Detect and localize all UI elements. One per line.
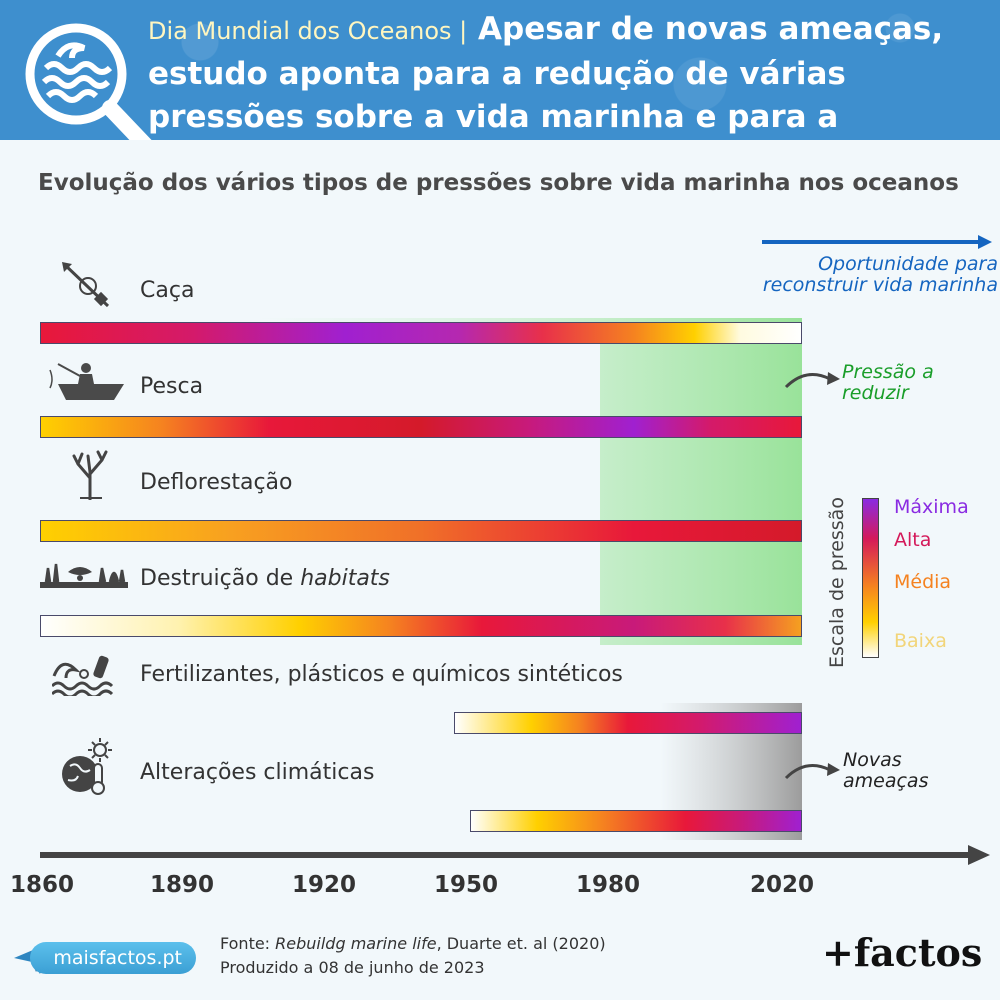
scale-title: Escala de pressão — [826, 497, 848, 668]
row-label-pesca: Pesca — [140, 374, 204, 399]
dead-tree-icon — [72, 450, 108, 500]
brand-logo: +factos — [822, 930, 983, 975]
site-link[interactable]: maisfactos.pt — [30, 942, 196, 974]
pressure-scale-bar — [862, 498, 879, 658]
headline-text: Apesar de novas ameaças, estudo aponta p… — [148, 11, 944, 135]
scale-level-alta: Alta — [894, 529, 932, 551]
tick-1950: 1950 — [434, 872, 499, 898]
note-reducing: Pressão a reduzir — [842, 361, 934, 404]
tick-1980: 1980 — [576, 872, 641, 898]
row-label-habitats: Destruição de habitats — [140, 566, 390, 591]
bar-deflorestacao — [40, 520, 802, 542]
bar-pesca — [40, 416, 802, 438]
produced-date: Produzido a 08 de junho de 2023 — [220, 958, 485, 977]
reduction-shading — [250, 318, 802, 645]
tick-1860: 1860 — [10, 872, 75, 898]
source-pre: Fonte: — [220, 934, 276, 953]
bar-fertilizantes — [454, 712, 802, 734]
scale-level-media: Média — [894, 571, 952, 593]
note-new-threats: Novas ameaças — [843, 749, 929, 792]
chart-title: Evolução dos vários tipos de pressões so… — [38, 170, 959, 196]
row-label-clima: Alterações climáticas — [140, 760, 375, 785]
tick-2020: 2020 — [750, 872, 815, 898]
magnifier-waves-icon — [25, 23, 152, 140]
header-texture — [0, 0, 1000, 140]
footer-source: Fonte: Rebuildg marine life, Duarte et. … — [220, 932, 606, 980]
opportunity-arrowhead — [978, 235, 992, 249]
climate-globe-thermometer-icon — [62, 738, 112, 795]
scale-level-baixa: Baixa — [894, 630, 947, 652]
bar-caca — [40, 322, 802, 344]
threats-curve-arrowhead — [827, 763, 840, 776]
kicker: Dia Mundial dos Oceanos | — [148, 17, 468, 45]
source-title: Rebuildg marine life — [275, 934, 437, 953]
fishing-boat-icon — [49, 363, 124, 400]
headline: Dia Mundial dos Oceanos | Apesar de nova… — [148, 8, 993, 140]
row-label-habitats-pre: Destruição de — [140, 566, 301, 591]
reducing-curve-arrowhead — [827, 372, 840, 385]
tick-1890: 1890 — [150, 872, 215, 898]
row-label-deflorestacao: Deflorestação — [140, 470, 293, 495]
header-banner: Dia Mundial dos Oceanos | Apesar de nova… — [0, 0, 1000, 140]
row-label-habitats-em: habitats — [300, 566, 390, 591]
source-post: , Duarte et. al (2020) — [436, 934, 606, 953]
source-line: Fonte: Rebuildg marine life, Duarte et. … — [220, 932, 606, 956]
harpoon-icon — [62, 262, 110, 308]
scale-level-maxima: Máxima — [894, 496, 969, 518]
x-axis-arrowhead — [968, 845, 990, 865]
reducing-curve-arrow — [784, 373, 831, 389]
bar-clima — [470, 810, 802, 832]
note-opportunity: Oportunidade para reconstruir vida marin… — [762, 253, 998, 296]
tick-1920: 1920 — [292, 872, 357, 898]
row-label-fertilizantes: Fertilizantes, plásticos e químicos sint… — [140, 662, 623, 687]
threats-curve-arrow — [784, 764, 831, 780]
bar-habitats — [40, 615, 802, 637]
wave-pollution-icon — [52, 655, 114, 696]
row-label-caca: Caça — [140, 278, 195, 303]
seabed-habitat-icon — [40, 563, 128, 588]
